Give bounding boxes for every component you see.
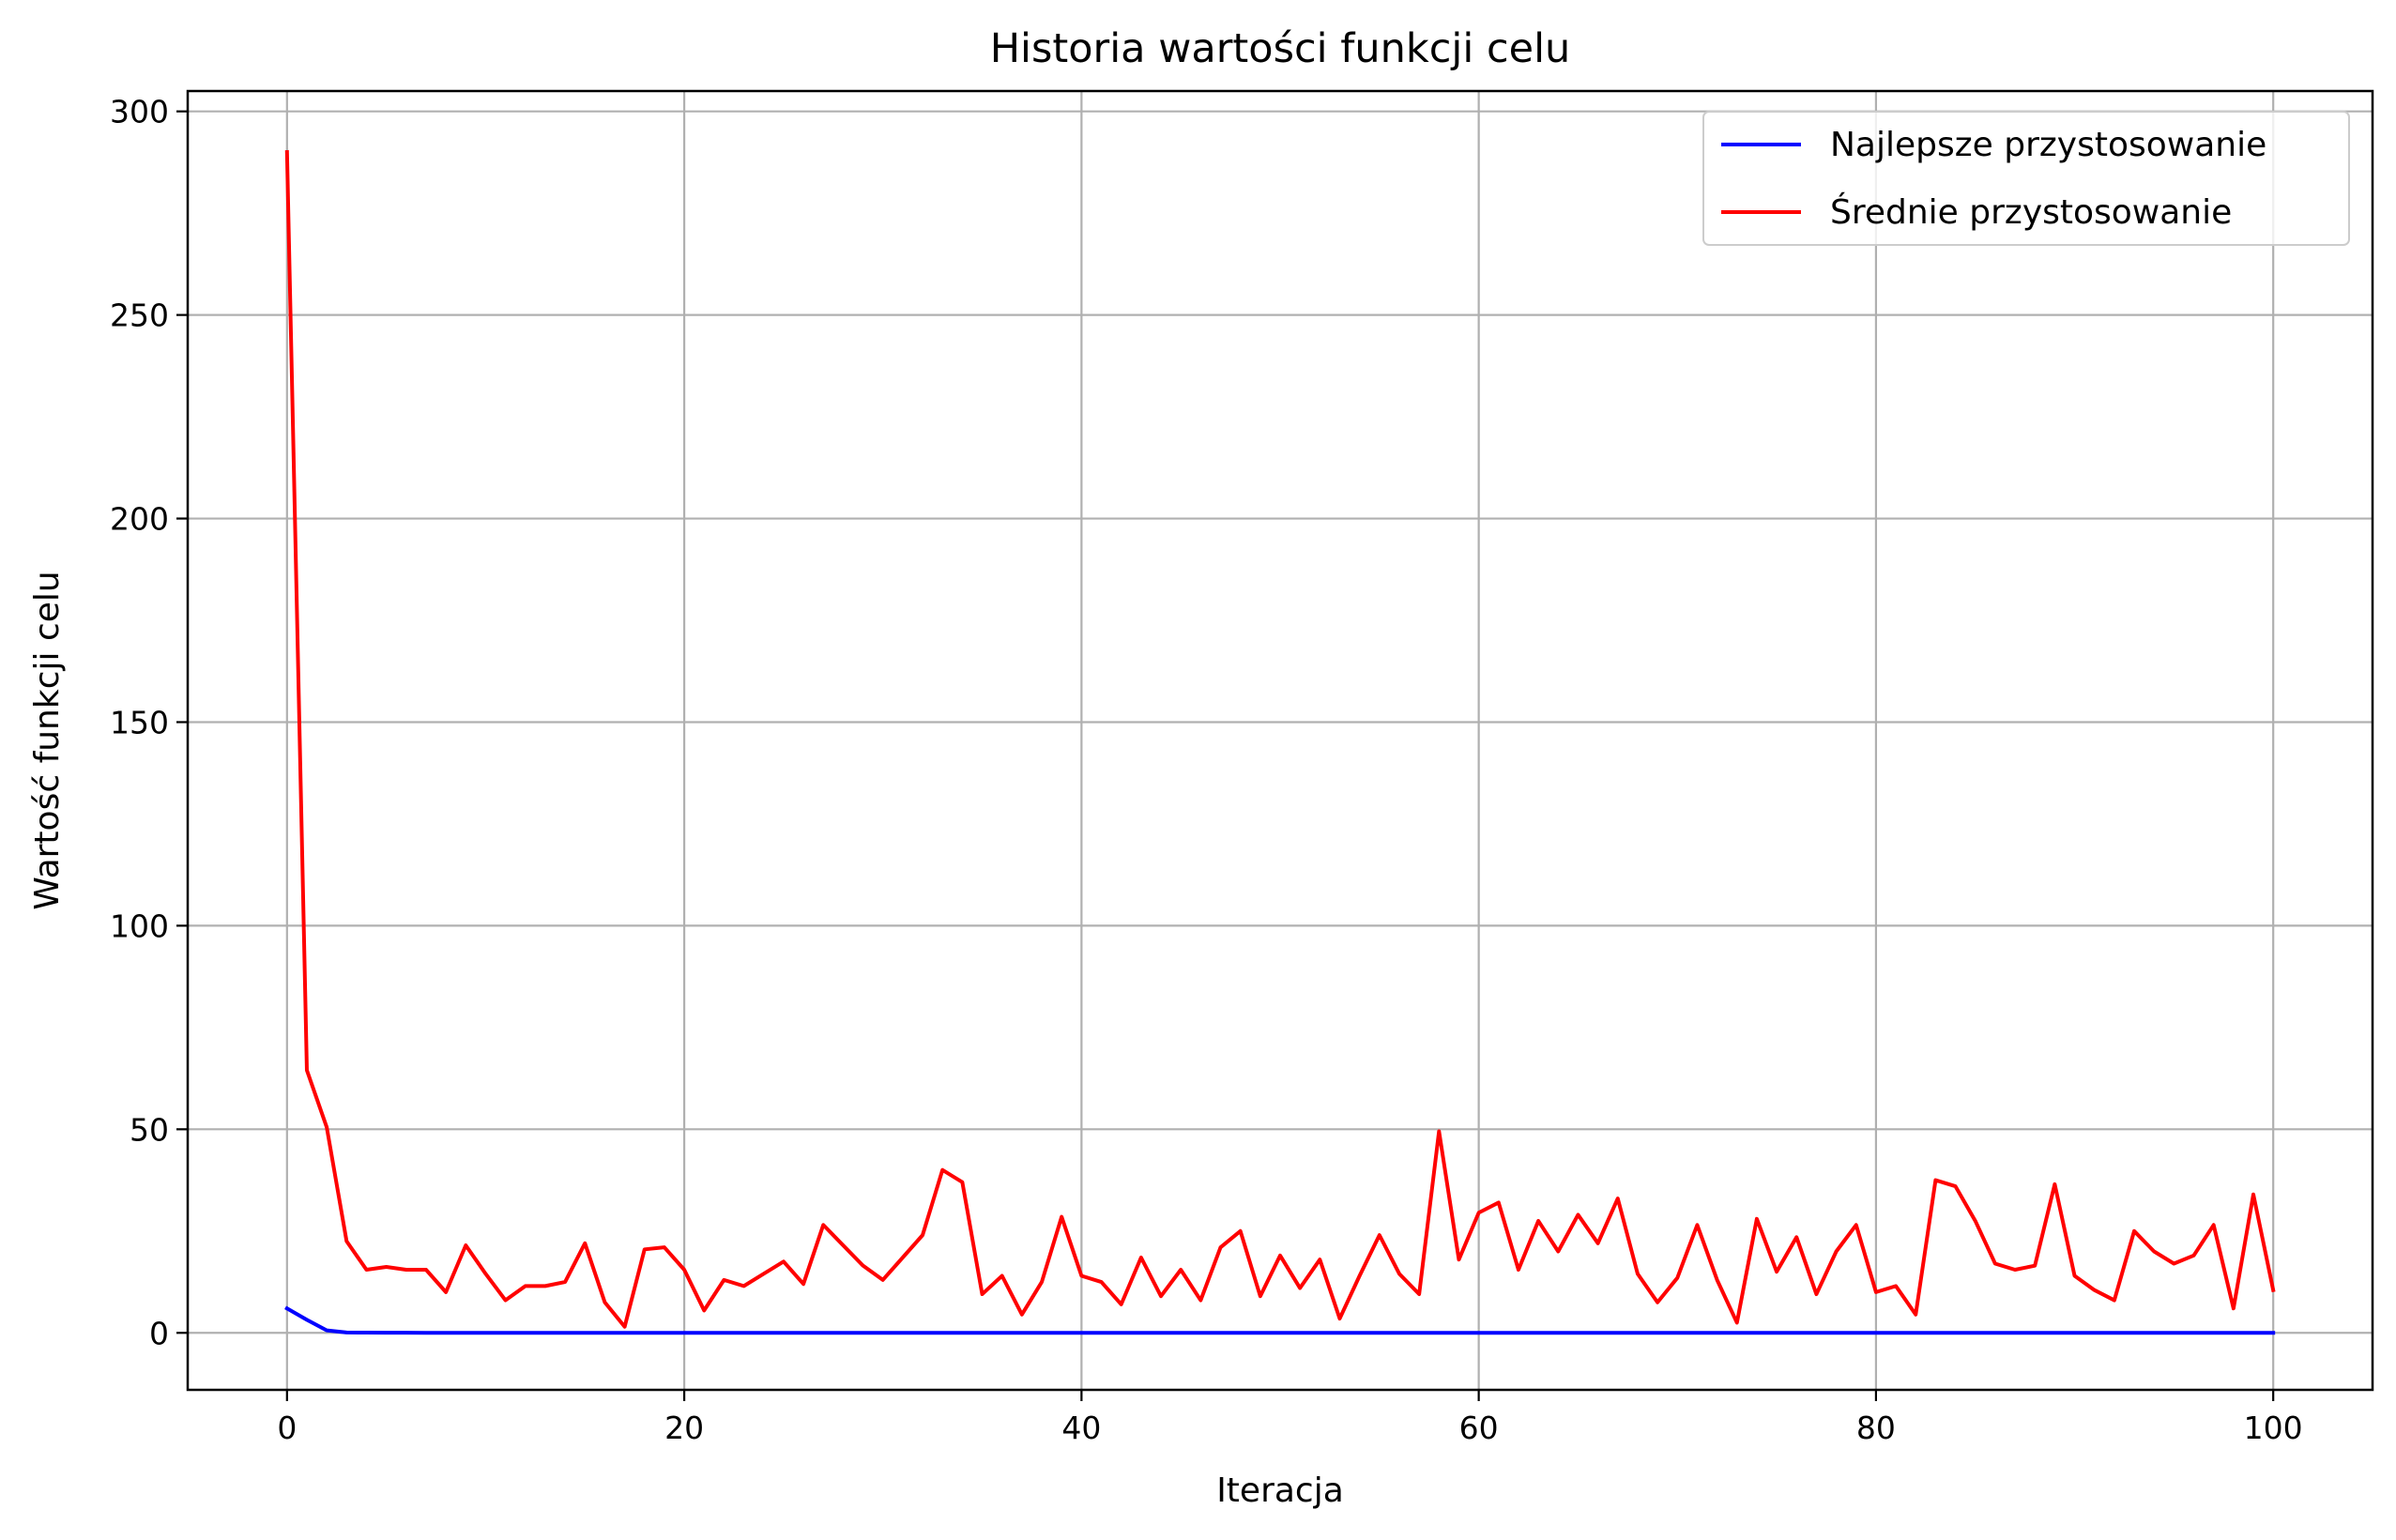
axis-ticks: 0 20 40 60 80 100 0 50 100 150 200 250 300 — [110, 94, 2303, 1446]
x-tick-label: 80 — [1856, 1410, 1896, 1446]
y-tick-label: 200 — [110, 501, 169, 538]
y-axis-title: Wartość funkcji celu — [28, 571, 67, 909]
legend: Najlepsze przystosowanie Średnie przystos… — [1702, 111, 2350, 246]
y-tick-label: 300 — [110, 94, 169, 130]
y-tick-label: 250 — [110, 297, 169, 334]
data-series — [284, 150, 2276, 1335]
x-tick-label: 20 — [664, 1410, 704, 1446]
x-tick-label: 0 — [277, 1410, 297, 1446]
plot-area-frame — [186, 89, 2374, 1392]
x-tick-label: 40 — [1061, 1410, 1101, 1446]
y-tick-label: 150 — [110, 704, 169, 740]
legend-label: Średnie przystosowanie — [1830, 192, 2232, 232]
x-axis-title: Iteracja — [1216, 1471, 1344, 1510]
chart-title: Historia wartości funkcji celu — [990, 25, 1571, 72]
series-line — [284, 1305, 2276, 1335]
x-tick-label: 60 — [1459, 1410, 1499, 1446]
y-tick-label: 50 — [130, 1111, 169, 1148]
y-tick-label: 0 — [149, 1315, 169, 1351]
x-tick-label: 100 — [2244, 1410, 2303, 1446]
y-tick-label: 100 — [110, 907, 169, 944]
series-line — [284, 150, 2276, 1329]
legend-box — [1702, 111, 2350, 246]
legend-label: Najlepsze przystosowanie — [1830, 126, 2266, 164]
